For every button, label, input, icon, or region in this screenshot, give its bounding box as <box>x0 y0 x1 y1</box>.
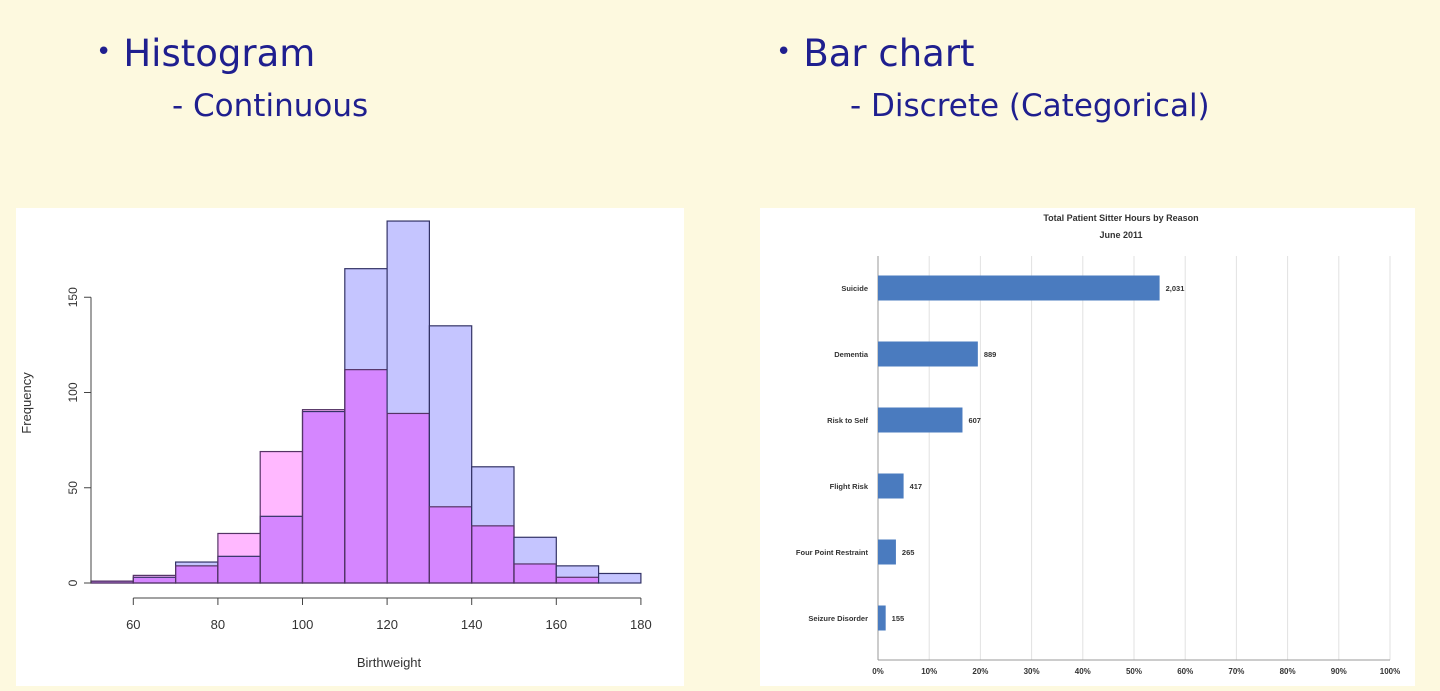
histogram-panel: 0 50 100 150 60 80 100 120 140 160 180 Birthweight F… <box>16 208 684 686</box>
histogram-x-tick-label: 60 <box>126 617 140 632</box>
histogram-bar-upper <box>302 409 345 412</box>
bar-chart: Total Patient Sitter Hours by Reason June… <box>796 213 1400 676</box>
barchart-category-label: Suicide <box>841 284 868 293</box>
histogram-x-label: Birthweight <box>357 655 422 670</box>
histogram-bar-overlap <box>175 565 218 583</box>
barchart-heading: Bar chart <box>803 32 975 75</box>
histogram-subheading: - Continuous <box>172 88 369 124</box>
barchart-x-tick-label: 50% <box>1126 667 1142 676</box>
histogram-y-tick-label: 50 <box>66 481 80 495</box>
histogram-x-tick-label: 180 <box>630 617 652 632</box>
barchart-x-tick-label: 70% <box>1228 667 1244 676</box>
histogram-bar-overlap <box>344 369 388 583</box>
barchart-x-tick-label: 0% <box>872 667 884 676</box>
barchart-bar <box>878 341 978 367</box>
histogram-bar-overlap <box>260 516 303 583</box>
barchart-x-tick-label: 60% <box>1177 667 1193 676</box>
barchart-x-tick-label: 30% <box>1024 667 1040 676</box>
barchart-category-label: Seizure Disorder <box>808 614 868 623</box>
histogram-bar-overlap <box>217 556 261 583</box>
barchart-category-label: Dementia <box>834 350 869 359</box>
histogram-bullet: • Histogram <box>96 32 315 75</box>
histogram-bar-overlap <box>302 411 345 583</box>
barchart-subheading: - Discrete (Categorical) <box>850 88 1210 124</box>
barchart-value-label: 265 <box>902 548 915 557</box>
histogram-bar-overlap <box>387 413 430 583</box>
barchart-bar <box>878 605 886 631</box>
barchart-value-label: 155 <box>892 614 905 623</box>
histogram-bar-upper <box>429 325 472 507</box>
barchart-category-label: Flight Risk <box>830 482 869 491</box>
histogram-bar-overlap <box>133 577 176 583</box>
barchart-subtitle: June 2011 <box>1099 230 1142 240</box>
barchart-x-tick-label: 40% <box>1075 667 1091 676</box>
barchart-title: Total Patient Sitter Hours by Reason <box>1043 213 1198 223</box>
histogram-bar-upper <box>217 533 261 557</box>
histogram-bar-upper <box>387 221 430 414</box>
histogram-x-tick-label: 160 <box>545 617 567 632</box>
histogram-bar-upper <box>598 573 641 583</box>
barchart-value-label: 417 <box>910 482 923 491</box>
barchart-bar <box>878 275 1160 301</box>
histogram-x-tick-label: 120 <box>376 617 398 632</box>
histogram-bar-overlap <box>556 577 599 583</box>
barchart-bar <box>878 539 896 565</box>
bullet-dot: • <box>96 37 112 67</box>
histogram-bar-overlap <box>429 506 472 583</box>
histogram-bar-upper <box>344 268 388 370</box>
barchart-bar <box>878 473 904 499</box>
histogram-y-tick-label: 0 <box>66 579 80 586</box>
barchart-x-tick-label: 80% <box>1280 667 1296 676</box>
histogram-bar-upper <box>514 537 557 564</box>
histogram-y-tick-label: 100 <box>66 382 80 402</box>
histogram-bar-upper <box>260 451 303 517</box>
barchart-x-tick-label: 90% <box>1331 667 1347 676</box>
bullet-dot: • <box>776 37 792 67</box>
barchart-x-tick-label: 20% <box>972 667 988 676</box>
barchart-bar <box>878 407 963 433</box>
histogram-bar-upper <box>471 466 514 526</box>
barchart-x-tick-label: 10% <box>921 667 937 676</box>
histogram-y-label: Frequency <box>19 372 34 434</box>
barchart-category-label: Risk to Self <box>827 416 868 425</box>
histogram-bar-upper <box>133 575 176 578</box>
histogram-bar-overlap <box>471 525 514 583</box>
histogram-x-tick-label: 100 <box>292 617 314 632</box>
histogram-x-tick-label: 140 <box>461 617 483 632</box>
histogram-bar-series-a <box>597 572 642 584</box>
histogram-chart: 0 50 100 150 60 80 100 120 140 160 180 Birthweight F… <box>19 220 652 670</box>
histogram-bar-upper <box>175 562 218 566</box>
barchart-value-label: 607 <box>968 416 981 425</box>
barchart-value-label: 2,031 <box>1166 284 1185 293</box>
barchart-bullet: • Bar chart <box>776 32 975 75</box>
barchart-x-tick-label: 100% <box>1380 667 1400 676</box>
histogram-y-tick-label: 150 <box>66 287 80 307</box>
barchart-panel: Total Patient Sitter Hours by Reason June… <box>760 208 1415 686</box>
barchart-value-label: 889 <box>984 350 997 359</box>
histogram-bar-overlap <box>91 581 134 583</box>
histogram-bar-upper <box>556 565 599 578</box>
histogram-bar-overlap <box>514 563 557 583</box>
barchart-category-label: Four Point Restraint <box>796 548 869 557</box>
histogram-x-tick-label: 80 <box>211 617 225 632</box>
histogram-heading: Histogram <box>123 32 316 75</box>
